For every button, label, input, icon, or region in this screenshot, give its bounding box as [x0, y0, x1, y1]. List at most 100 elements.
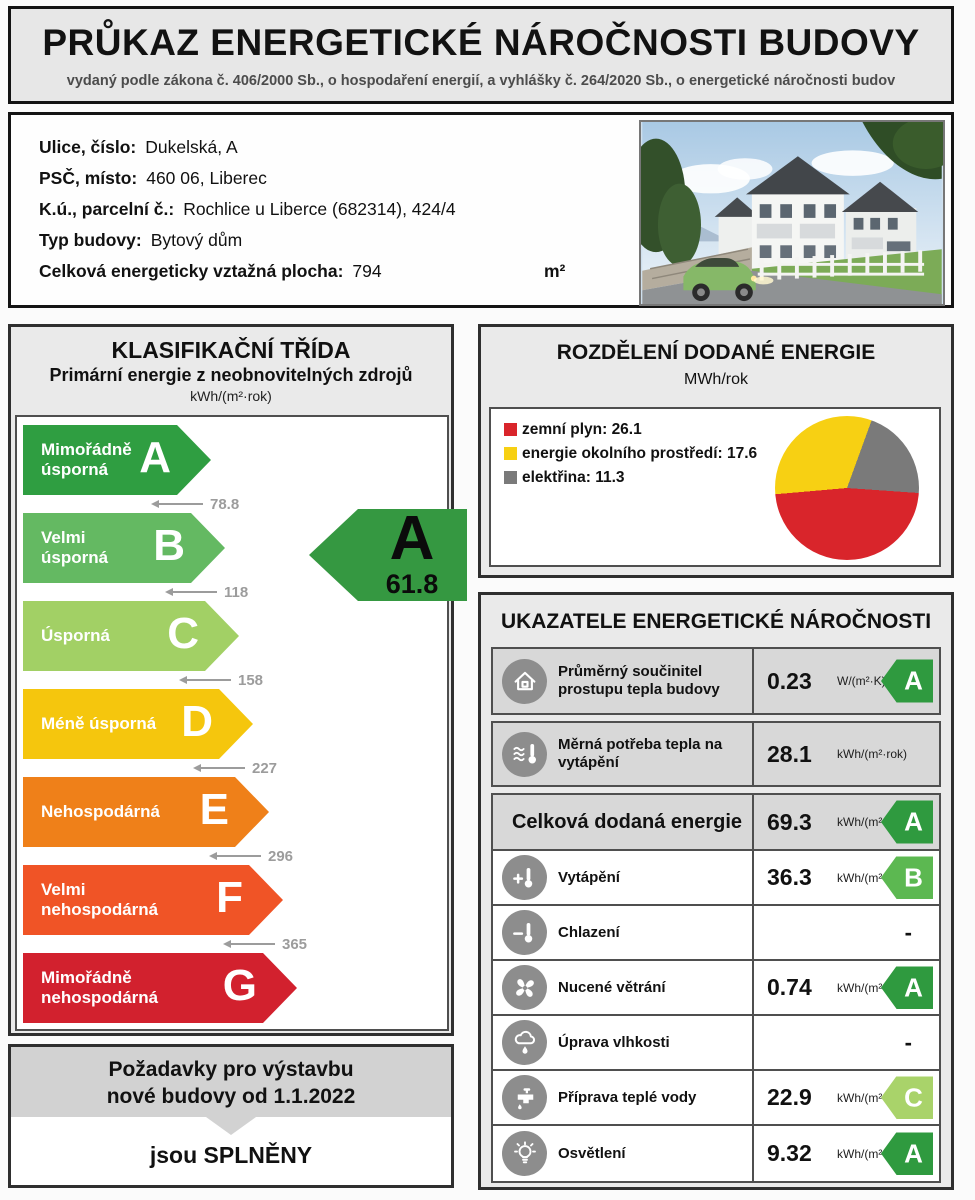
scale-row-e: Nehospodárná E — [23, 777, 269, 847]
building-class-arrow: A 61.8 — [309, 509, 467, 601]
building-zip-row: PSČ, místo: 460 06, Liberec — [39, 163, 456, 194]
gas-swatch — [504, 423, 517, 436]
threshold-arrow-icon — [165, 588, 217, 596]
indicator-row-ventilation: Nucené větrání 0.74 kWh/(m²·rok) A — [493, 961, 939, 1016]
requirements-panel: Požadavky pro výstavbu nové budovy od 1.… — [8, 1044, 454, 1188]
threshold-f: 365 — [223, 936, 307, 953]
indicator-row-u-value: Průměrný součinitel prostupu tepla budov… — [493, 649, 939, 713]
indicator-row-heat-demand: Měrná potřeba tepla na vytápění 28.1 kWh… — [493, 723, 939, 785]
indicator-row-total-energy: Celková dodaná energie 69.3 kWh/(m²·rok)… — [493, 795, 939, 851]
area-unit: m² — [544, 261, 566, 281]
indicator-row-heating: Vytápění 36.3 kWh/(m²·rok) B — [493, 851, 939, 906]
scale-letter-e: E — [199, 785, 229, 834]
building-type-row: Typ budovy: Bytový dům — [39, 225, 456, 256]
parcel-value: Rochlice u Liberce (682314), 424/4 — [183, 199, 456, 219]
indicator-u-value-box: Průměrný součinitel prostupu tepla budov… — [491, 647, 941, 715]
threshold-b: 118 — [165, 584, 248, 601]
classification-panel: KLASIFIKAČNÍ TŘÍDA Primární energie z ne… — [8, 324, 467, 1036]
indicators-panel: UKAZATELE ENERGETICKÉ NÁROČNOSTI Průměrn… — [478, 592, 954, 1190]
pointer-down-icon — [206, 1117, 256, 1135]
hot-water-icon — [502, 1075, 547, 1120]
zip-label: PSČ, místo: — [39, 168, 138, 188]
scale-row-a: Mimořádně úsporná A — [23, 425, 211, 495]
lighting-icon — [502, 1131, 547, 1176]
area-value: 794 — [352, 261, 382, 281]
indicator-table: Celková dodaná energie 69.3 kWh/(m²·rok)… — [491, 793, 941, 1183]
building-area-row: Celková energeticky vztažná plocha: 794 m… — [39, 256, 565, 287]
street-value: Dukelská, A — [145, 137, 238, 157]
threshold-arrow-icon — [209, 852, 261, 860]
classification-subtitle: Primární energie z neobnovitelných zdroj… — [49, 365, 413, 385]
building-class-value: 61.8 — [385, 569, 439, 600]
scale-label-g: Mimořádně nehospodárná — [41, 967, 159, 1007]
scale-row-d: Méně úsporná D — [23, 689, 253, 759]
classification-scale: Mimořádně úsporná A 78.8 Velmi úsporná B… — [15, 415, 467, 1031]
classification-title: KLASIFIKAČNÍ TŘÍDA — [111, 337, 351, 363]
grade-badge: A — [881, 800, 933, 844]
grade-badge: B — [881, 856, 933, 899]
cooling-icon — [502, 910, 547, 955]
building-class-grade: A — [389, 503, 435, 573]
indicator-row-hot-water: Příprava teplé vody 22.9 kWh/(m²·rok) C — [493, 1071, 939, 1126]
grade-badge: A — [881, 966, 933, 1009]
heat-demand-icon — [502, 731, 547, 777]
pie-legend: zemní plyn: 26.1 energie okolního prostř… — [504, 421, 757, 493]
grade-badge: A — [881, 659, 933, 703]
indicator-row-lighting: Osvětlení 9.32 kWh/(m²·rok) A — [493, 1126, 939, 1181]
legend-item-ambient: energie okolního prostředí: 17.6 — [504, 445, 757, 463]
threshold-c: 158 — [179, 672, 263, 689]
legend-item-electricity: elektřina: 11.3 — [504, 469, 757, 487]
threshold-arrow-icon — [223, 940, 275, 948]
building-info-box: Ulice, číslo: Dukelská, A PSČ, místo: 460 … — [8, 112, 954, 308]
indicator-row-humidity: Úprava vlhkosti - — [493, 1016, 939, 1071]
threshold-a: 78.8 — [151, 496, 239, 513]
electricity-swatch — [504, 471, 517, 484]
building-street-row: Ulice, číslo: Dukelská, A — [39, 132, 456, 163]
heating-icon — [502, 855, 547, 900]
indicator-row-cooling: Chlazení - — [493, 906, 939, 961]
type-value: Bytový dům — [150, 230, 243, 250]
humidity-icon — [502, 1020, 547, 1065]
threshold-arrow-icon — [151, 500, 203, 508]
threshold-arrow-icon — [193, 764, 245, 772]
indicators-title: UKAZATELE ENERGETICKÉ NÁROČNOSTI — [500, 610, 932, 633]
energy-split-chart-box: zemní plyn: 26.1 energie okolního prostř… — [489, 407, 941, 567]
threshold-arrow-icon — [179, 676, 231, 684]
scale-row-f: Velmi nehospodárná F — [23, 865, 283, 935]
grade-badge: A — [881, 1132, 933, 1175]
energy-split-title: ROZDĚLENÍ DODANÉ ENERGIE — [556, 341, 876, 364]
requirements-heading: Požadavky pro výstavbu nové budovy od 1.… — [11, 1047, 451, 1117]
grade-badge: C — [881, 1076, 933, 1119]
threshold-d: 227 — [193, 760, 277, 777]
scale-row-g: Mimořádně nehospodárná G — [23, 953, 297, 1023]
zip-value: 460 06, Liberec — [146, 168, 267, 188]
classification-unit: kWh/(m²·rok) — [190, 388, 272, 404]
page-title: PRŮKAZ ENERGETICKÉ NÁROČNOSTI BUDOVY — [42, 22, 920, 63]
street-label: Ulice, číslo: — [39, 137, 137, 157]
scale-label-f: Velmi nehospodárná — [41, 879, 159, 919]
scale-row-b: Velmi úsporná B — [23, 513, 225, 583]
building-photo — [639, 120, 945, 306]
building-info-list: Ulice, číslo: Dukelská, A PSČ, místo: 460 … — [39, 132, 565, 287]
threshold-e: 296 — [209, 848, 293, 865]
scale-label-e: Nehospodárná — [41, 801, 161, 821]
energy-split-panel: ROZDĚLENÍ DODANÉ ENERGIE MWh/rok zemní p… — [478, 324, 954, 578]
scale-letter-a: A — [139, 433, 171, 482]
scale-label-b: Velmi úsporná — [41, 527, 109, 567]
scale-row-c: Úsporná C — [23, 601, 239, 671]
indicator-heat-demand-box: Měrná potřeba tepla na vytápění 28.1 kWh… — [491, 721, 941, 787]
scale-label-d: Méně úsporná — [41, 713, 157, 733]
certificate-header: PRŮKAZ ENERGETICKÉ NÁROČNOSTI BUDOVY vyd… — [8, 6, 954, 104]
scale-label-a: Mimořádně úsporná — [41, 439, 132, 479]
no-value-dash: - — [904, 1029, 912, 1055]
house-icon — [502, 658, 547, 704]
energy-split-unit: MWh/rok — [684, 371, 748, 388]
legend-item-gas: zemní plyn: 26.1 — [504, 421, 757, 439]
scale-letter-g: G — [222, 961, 257, 1010]
ventilation-icon — [502, 965, 547, 1010]
car — [683, 258, 774, 302]
scale-letter-d: D — [181, 697, 213, 746]
parcel-label: K.ú., parcelní č.: — [39, 199, 175, 219]
scale-label-c: Úsporná — [41, 625, 110, 645]
